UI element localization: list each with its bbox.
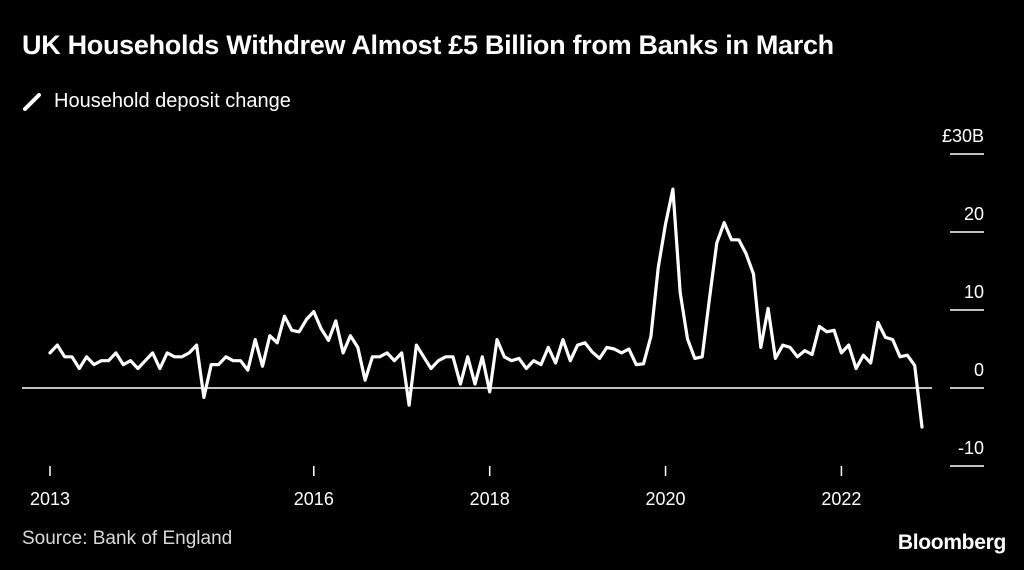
x-tick-label: 2022 — [821, 489, 861, 509]
y-tick-label: 10 — [964, 282, 984, 302]
y-tick-label: -10 — [958, 438, 984, 458]
legend: Household deposit change — [22, 90, 291, 113]
x-tick-label: 2016 — [294, 489, 334, 509]
y-tick-label: £30B — [942, 126, 984, 146]
legend-label: Household deposit change — [54, 90, 291, 112]
y-tick-label: 20 — [964, 204, 984, 224]
x-tick-label: 2013 — [30, 489, 70, 509]
legend-line-icon — [23, 92, 41, 111]
source-note: Source: Bank of England — [22, 528, 233, 549]
bloomberg-logo: Bloomberg — [897, 531, 1006, 554]
x-tick-label: 2020 — [646, 489, 686, 509]
x-tick-label: 2018 — [470, 489, 510, 509]
chart-title: UK Households Withdrew Almost £5 Billion… — [22, 30, 834, 60]
y-tick-label: 0 — [974, 360, 984, 380]
series-line-household-deposit-change — [48, 187, 924, 429]
